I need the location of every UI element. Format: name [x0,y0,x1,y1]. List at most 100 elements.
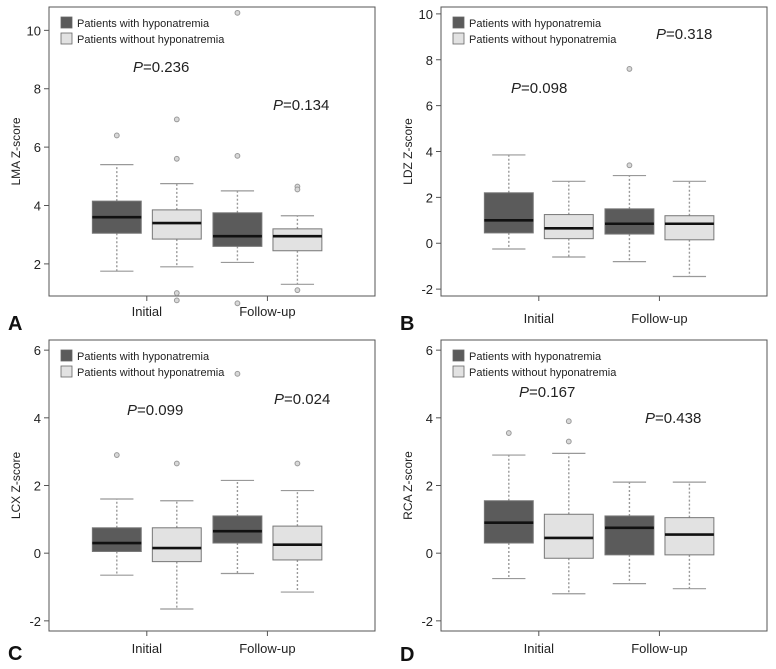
p-italic: P [519,384,529,401]
box-without-hyponatremia-follow-up [664,481,715,590]
box-without-hyponatremia-follow-up [272,183,323,294]
panel-letter: B [400,313,414,335]
box-without-hyponatremia-initial [543,418,594,595]
y-axis-label: LDZ Z-score [401,118,415,185]
legend-swatch [60,365,73,378]
legend-label: Patients with hyponatremia [469,18,602,30]
box-iqr [664,517,715,556]
y-tick-label: 6 [426,99,433,114]
x-category-label: Follow-up [239,641,295,656]
outlier-point [294,186,301,193]
outlier-point [505,430,512,436]
y-tick-label: 6 [426,343,433,358]
box-iqr [91,527,142,552]
box-iqr [212,212,263,247]
y-tick-label: 2 [34,479,41,494]
box-with-hyponatremia-follow-up [212,370,263,575]
outlier-point [173,116,180,123]
box-iqr [151,527,202,563]
outlier-point [294,460,301,467]
y-tick-label: 6 [34,140,41,155]
legend-swatch [452,16,465,29]
outlier-point [173,460,180,467]
box-with-hyponatremia-follow-up [604,66,655,263]
box-iqr [212,515,263,544]
x-category-label: Initial [132,641,162,656]
p-value: =0.024 [284,391,330,408]
y-tick-label: -2 [421,282,433,297]
outlier-point [234,300,241,307]
legend-swatch [60,349,73,362]
outlier-point [565,438,572,445]
legend-label: Patients with hyponatremia [77,351,210,363]
p-italic: P [127,402,137,419]
outlier-point [234,9,241,16]
panel-letter: D [400,644,414,666]
y-tick-label: 2 [34,257,41,272]
plot-frame [440,339,768,632]
p-value: =0.098 [521,80,567,97]
y-axis-label: LCX Z-score [9,452,23,520]
p-value: =0.134 [283,97,329,114]
panel-b-ldz: -2 0 2 4 6 8 10 LDZ Z-score Initial Follow-up Pati… [400,6,768,335]
y-tick-label: 4 [426,411,433,426]
x-category-label: Initial [524,641,554,656]
y-tick-label: 8 [426,53,433,68]
y-tick-label: 4 [34,411,41,426]
outlier-point [113,132,120,139]
box-with-hyponatremia-initial [483,430,534,580]
p-italic: P [645,410,655,427]
box-without-hyponatremia-initial [151,460,202,610]
p-value-label: P=0.236 [133,59,189,76]
legend-label: Patients without hyponatremia [469,367,617,379]
box-with-hyponatremia-follow-up [212,9,263,307]
y-tick-label: 0 [426,236,433,251]
plot-frame [440,6,768,297]
p-value-label: P=0.134 [273,97,329,114]
y-tick-label: 0 [426,546,433,561]
outlier-point [234,370,241,377]
box-without-hyponatremia-initial [543,180,594,258]
p-italic: P [274,391,284,408]
outlier-point [234,152,241,159]
outlier-point [626,162,633,169]
box-iqr [272,228,323,252]
outlier-point [626,66,633,72]
box-iqr [543,214,594,240]
box-without-hyponatremia-initial [151,116,202,304]
outlier-point [565,418,572,425]
y-tick-label: 2 [426,190,433,205]
box-with-hyponatremia-initial [483,154,534,250]
panel-a-lma: 2 4 6 8 10 LMA Z-score Initial Follow-up Patient… [8,6,376,335]
p-value: =0.438 [655,410,701,427]
p-italic: P [273,97,283,114]
p-value-label: P=0.167 [519,384,575,401]
y-tick-label: 10 [419,7,433,22]
p-value: =0.236 [143,59,189,76]
p-value-label: P=0.318 [656,26,712,43]
outlier-point [173,290,180,296]
box-with-hyponatremia-initial [91,452,142,576]
p-italic: P [133,59,143,76]
outlier-point [294,287,301,294]
legend-swatch [452,32,465,45]
box-without-hyponatremia-follow-up [664,180,715,278]
legend-label: Patients with hyponatremia [77,18,210,30]
legend-label: Patients with hyponatremia [469,351,602,363]
panel-c-lcx: -2 0 2 4 6 LCX Z-score Initial Follow-up Patient… [8,339,376,665]
x-category-label: Follow-up [631,311,687,326]
legend-label: Patients without hyponatremia [77,367,225,379]
p-value: =0.167 [529,384,575,401]
legend-swatch [60,32,73,45]
plot-frame [48,339,376,632]
p-value-label: P=0.099 [127,402,183,419]
y-tick-label: 2 [426,479,433,494]
outlier-point [113,452,120,458]
box-without-hyponatremia-follow-up [272,460,323,593]
box-iqr [543,513,594,559]
p-value-label: P=0.438 [645,410,701,427]
box-iqr [604,515,655,556]
box-iqr [664,215,715,241]
legend-label: Patients without hyponatremia [469,34,617,46]
